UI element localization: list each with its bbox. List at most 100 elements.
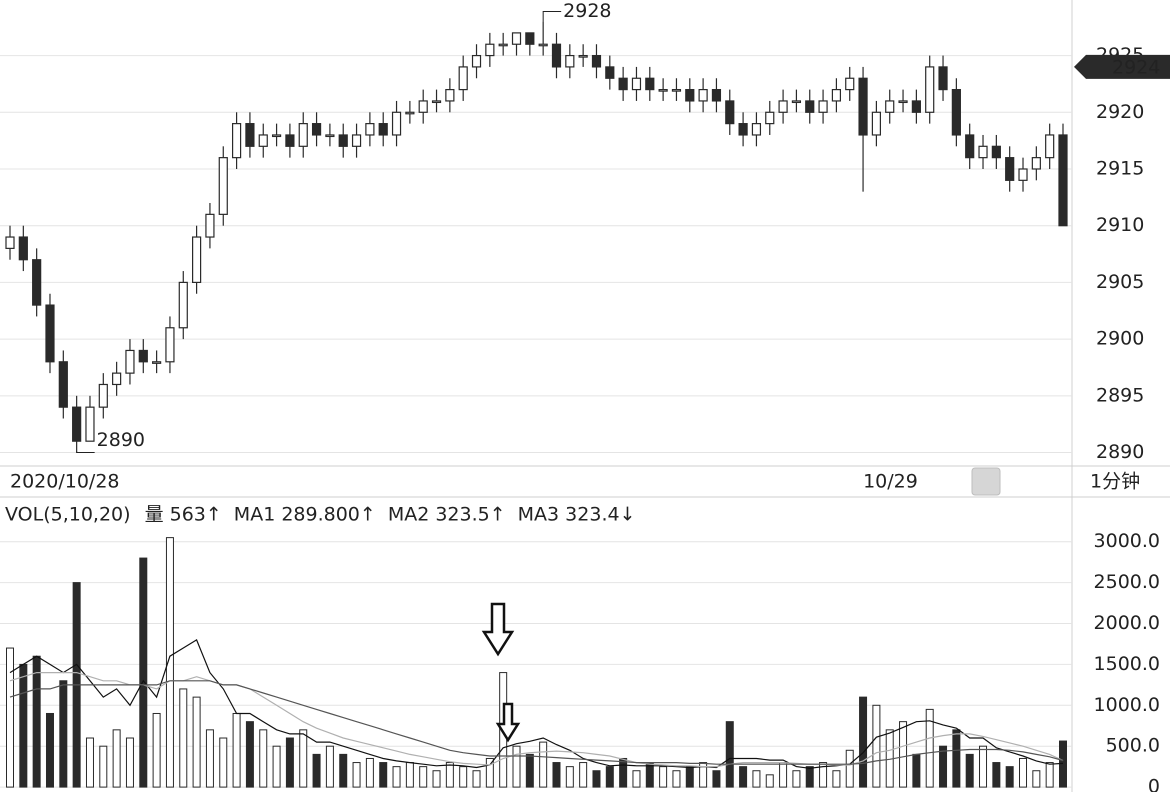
candle-body: [511, 32, 522, 45]
candle-body: [578, 54, 588, 58]
volume-bar: [365, 757, 374, 788]
candle-body: [831, 88, 842, 102]
volume-bar: [259, 729, 268, 788]
candle-body: [5, 236, 15, 249]
candle-body: [72, 406, 82, 442]
candle-body: [898, 100, 908, 104]
volume-bar: [979, 745, 988, 788]
annotation-leader: [76, 451, 95, 454]
volume-bar: [1005, 766, 1014, 788]
y-tick-label: 2500.0: [1094, 571, 1160, 593]
volume-bar: [925, 708, 934, 788]
volume-bar: [405, 762, 414, 788]
candle-body: [112, 372, 122, 386]
annotations: [481, 602, 521, 743]
candle-body: [285, 134, 295, 147]
volume-bar: [179, 688, 188, 788]
candle-body: [471, 54, 482, 68]
volume-bar: [325, 745, 334, 788]
y-tick-label: 0: [1148, 776, 1160, 792]
candle-body: [1031, 157, 1041, 170]
volume-bar: [352, 762, 361, 788]
candle-body: [805, 100, 815, 113]
volume-bar: [992, 762, 1001, 788]
candle-body: [1018, 168, 1028, 181]
candle-body: [311, 123, 322, 136]
candle-body: [418, 100, 428, 113]
volume-bar: [632, 770, 641, 788]
volume-bar: [859, 696, 868, 788]
candle-body: [205, 213, 215, 238]
candle-body: [845, 77, 855, 91]
volume-bar: [792, 770, 801, 788]
legend-entry: 量 563↑: [145, 504, 222, 526]
candle-body: [1058, 134, 1068, 227]
candle-body: [1045, 134, 1055, 159]
candle-body: [765, 111, 775, 125]
volume-bar: [725, 721, 734, 788]
y-tick-label: 3000.0: [1094, 530, 1160, 552]
price-tag: [1074, 54, 1170, 79]
volume-bar: [699, 762, 708, 788]
volume-bar: [819, 762, 828, 788]
min-label: 2890: [97, 429, 145, 451]
volume-bar: [32, 655, 41, 788]
y-tick-label: 2910: [1096, 214, 1144, 236]
candle-body: [791, 100, 802, 104]
volume-bar: [45, 712, 54, 788]
arrow: [481, 602, 515, 657]
volume-bar: [459, 766, 468, 788]
candle-body: [551, 43, 562, 68]
volume-bar: [805, 766, 814, 788]
volume-bar: [445, 762, 454, 788]
candle-body: [338, 134, 348, 147]
ma-line: [9, 680, 1064, 765]
volume-bar: [1032, 770, 1041, 788]
volume-bar: [1045, 762, 1054, 788]
y-tick-label: 1000.0: [1094, 694, 1160, 716]
volume-bar: [232, 712, 241, 788]
candle-body: [138, 349, 148, 363]
candle-body: [231, 123, 242, 159]
candle-body: [925, 66, 935, 113]
volume-bar: [899, 721, 908, 788]
candle-body: [1005, 157, 1015, 181]
volume-bar: [339, 753, 348, 788]
candle-body: [658, 88, 668, 92]
candle-body: [885, 100, 895, 113]
scroll-handle[interactable]: [971, 467, 1001, 496]
candle-body: [351, 134, 362, 147]
candle-body: [725, 100, 735, 125]
candle-body: [378, 123, 388, 136]
volume-bar: [285, 737, 294, 788]
max-label: 2928: [563, 0, 611, 22]
candle-body: [125, 349, 135, 374]
volume-bar: [539, 741, 548, 788]
volume-bar: [299, 729, 308, 788]
candle-body: [298, 123, 308, 147]
legend-entry: MA2 323.5↑: [388, 504, 506, 526]
candle-body: [671, 88, 682, 92]
volume-bar: [379, 762, 388, 788]
period-label: 1分钟: [1090, 471, 1140, 493]
volume-bar: [205, 729, 214, 788]
candle-body: [565, 54, 575, 68]
candle-body: [645, 77, 655, 91]
volume-bar: [605, 766, 614, 788]
candle-body: [245, 123, 255, 147]
volume-bar: [619, 757, 628, 788]
volume-bar: [712, 770, 721, 788]
volume-bar: [845, 749, 854, 788]
candle-body: [618, 77, 628, 91]
candle-body: [605, 66, 615, 79]
candle-body: [751, 123, 762, 136]
volume-bar: [165, 537, 174, 788]
candle-body: [485, 43, 495, 57]
candle-body: [965, 134, 975, 159]
y-tick-label: 2895: [1096, 384, 1144, 406]
volume-bar: [245, 721, 254, 788]
volume-bar: [512, 745, 521, 788]
volume-bar: [419, 766, 428, 788]
volume-bar: [1019, 757, 1028, 788]
volume-bar: [125, 737, 134, 788]
